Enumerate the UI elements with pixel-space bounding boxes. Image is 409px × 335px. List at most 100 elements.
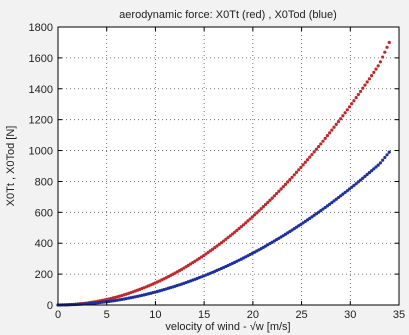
- series-0-marker: [257, 209, 261, 213]
- series-0-marker: [233, 230, 237, 234]
- series-1-marker: [319, 209, 323, 213]
- y-tick-label: 600: [35, 207, 53, 219]
- series-0-marker: [286, 180, 290, 184]
- series-0-marker: [387, 40, 391, 45]
- series-0-marker: [356, 92, 360, 97]
- series-0-marker: [246, 219, 250, 223]
- grid-lines: [58, 27, 399, 305]
- series-1-marker: [367, 171, 371, 175]
- series-1-marker: [350, 185, 354, 189]
- series-0-marker: [383, 50, 387, 54]
- series-0-marker: [374, 67, 378, 71]
- series-0-marker: [328, 131, 332, 135]
- series-0-marker: [347, 105, 352, 109]
- series-1-marker: [323, 205, 327, 210]
- series-0-marker: [343, 111, 347, 115]
- series-0-marker: [222, 239, 226, 243]
- series-1-marker: [361, 176, 365, 180]
- series-0-marker: [250, 215, 254, 219]
- series-1-marker: [369, 169, 374, 173]
- series-0-marker: [381, 55, 385, 59]
- series-0-marker: [206, 250, 210, 254]
- series-0-marker: [239, 225, 243, 229]
- y-tick-label: 0: [47, 300, 53, 312]
- series-1-marker: [387, 150, 391, 154]
- series-0-marker: [210, 247, 215, 251]
- x-tick-label: 30: [344, 309, 356, 321]
- series-0-marker: [378, 60, 383, 64]
- series-1-marker: [374, 165, 378, 169]
- series-1-marker: [376, 163, 380, 167]
- series-0-marker: [341, 114, 345, 118]
- plot-area: [58, 27, 399, 305]
- series-0-marker: [259, 207, 263, 211]
- x-tick-label: 20: [247, 309, 259, 321]
- series-0-marker: [336, 119, 341, 124]
- series-0-marker: [323, 136, 327, 140]
- series-0-marker: [299, 165, 303, 169]
- series-0-marker: [367, 77, 371, 81]
- series-0-marker: [303, 160, 307, 164]
- series-0-marker: [283, 182, 288, 186]
- series-0-marker: [281, 185, 285, 189]
- series-1-marker: [372, 167, 376, 171]
- series-0-marker: [354, 96, 358, 100]
- series-0-marker: [319, 142, 323, 146]
- series-0-marker: [376, 64, 380, 68]
- series-0-marker: [270, 196, 274, 200]
- series-0-marker: [248, 217, 252, 221]
- series-0-marker: [252, 213, 257, 217]
- series-0-marker: [297, 168, 301, 172]
- series-0-marker: [228, 234, 232, 238]
- series-1-marker: [352, 183, 356, 188]
- series-0-marker: [266, 200, 270, 204]
- series-0-marker: [316, 144, 321, 149]
- series-0-marker: [244, 221, 248, 225]
- series-0-marker: [263, 202, 268, 207]
- series-0-marker: [332, 125, 336, 129]
- x-tick-label: 10: [149, 309, 161, 321]
- series-1-marker: [381, 158, 385, 162]
- series-0-marker: [334, 122, 338, 126]
- y-tick-label: 1600: [29, 53, 53, 65]
- y-tick-label: 200: [35, 269, 53, 281]
- series-1-marker: [334, 197, 338, 201]
- y-tick-label: 1200: [29, 115, 53, 127]
- y-tick-label: 1000: [29, 146, 53, 158]
- series-0-marker: [301, 163, 305, 167]
- series-0-marker: [358, 89, 363, 94]
- series-0-marker: [308, 155, 312, 159]
- series-1-marker: [325, 204, 330, 208]
- series-1-marker: [332, 199, 336, 203]
- x-tick-label: 5: [104, 309, 110, 321]
- series-1-marker: [385, 153, 389, 157]
- series-0-marker: [363, 83, 367, 87]
- y-tick-label: 1800: [29, 22, 53, 34]
- series-1-marker: [347, 187, 352, 191]
- series-0-marker: [292, 173, 296, 177]
- y-tick-label: 400: [35, 238, 53, 250]
- series-0-marker: [325, 134, 330, 138]
- series-1-marker: [339, 194, 343, 198]
- series-0-marker: [294, 170, 299, 174]
- x-axis-label: velocity of wind - √w [m/s]: [165, 321, 290, 333]
- series-0-marker: [268, 198, 272, 202]
- plot-frame: [57, 26, 400, 306]
- series-0-marker: [314, 147, 318, 151]
- series-1-marker: [330, 200, 334, 205]
- series-0-marker: [219, 241, 224, 245]
- series-1-marker: [358, 178, 363, 182]
- x-tick-label: 15: [198, 309, 210, 321]
- series-1-marker: [363, 174, 367, 178]
- series-0-marker: [339, 117, 343, 121]
- series-1-marker: [365, 172, 369, 177]
- series-1-marker: [356, 180, 360, 184]
- series-1-marker: [383, 155, 387, 160]
- y-axis-label: X0Tt , X0Tod [N]: [5, 126, 17, 207]
- series-0-marker: [213, 246, 217, 250]
- series-0-marker: [305, 158, 310, 162]
- series-0-marker: [372, 70, 376, 74]
- series-0-marker: [330, 128, 334, 132]
